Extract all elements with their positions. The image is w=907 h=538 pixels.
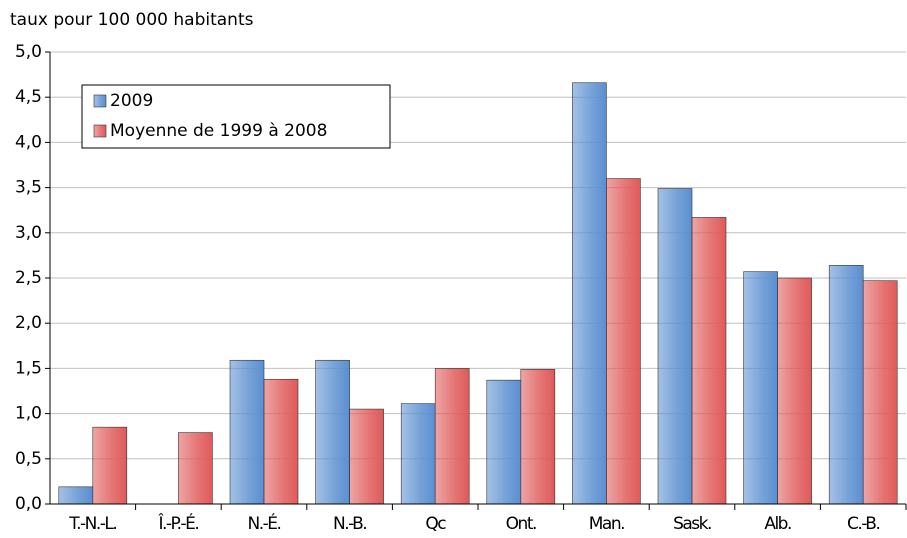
bar bbox=[178, 432, 213, 505]
legend-box bbox=[81, 84, 391, 149]
legend-label: Moyenne de 1999 à 2008 bbox=[110, 121, 327, 141]
legend-label: 2009 bbox=[110, 91, 153, 111]
legend-swatch bbox=[93, 124, 107, 138]
y-tick-label: 3,0 bbox=[15, 223, 42, 243]
bar bbox=[263, 378, 299, 505]
bar bbox=[862, 280, 898, 505]
bar bbox=[777, 277, 812, 505]
y-tick-label: 0,0 bbox=[15, 494, 42, 514]
bar bbox=[349, 408, 384, 505]
y-tick-label: 3,5 bbox=[15, 178, 42, 198]
legend-swatch bbox=[93, 94, 107, 108]
x-tick-label: Sask. bbox=[673, 514, 711, 534]
bar bbox=[229, 359, 265, 505]
bar bbox=[486, 379, 522, 505]
bar bbox=[743, 271, 778, 505]
y-tick-label: 5,0 bbox=[15, 42, 42, 62]
x-tick-label: Man. bbox=[589, 514, 624, 534]
x-tick-label: Qc bbox=[425, 514, 446, 534]
bar bbox=[400, 403, 436, 505]
bar bbox=[606, 178, 641, 505]
x-tick-label: N.-É. bbox=[248, 512, 281, 534]
bar bbox=[828, 265, 864, 505]
x-tick-label: Î.-P.-É. bbox=[157, 512, 198, 534]
bar bbox=[315, 359, 350, 505]
x-tick-label: T.-N.-L. bbox=[68, 514, 116, 534]
y-tick-label: 2,5 bbox=[15, 268, 42, 288]
bar bbox=[691, 217, 727, 505]
y-tick-label: 1,0 bbox=[15, 404, 42, 424]
bar bbox=[92, 426, 128, 505]
bar bbox=[520, 369, 556, 505]
y-tick-label: 4,0 bbox=[15, 132, 42, 152]
y-tick-label: 1,5 bbox=[15, 358, 42, 378]
y-axis-label: taux pour 100 000 habitants bbox=[10, 10, 254, 30]
y-tick-label: 0,5 bbox=[15, 449, 42, 469]
bar bbox=[434, 368, 470, 505]
y-tick-label: 4,5 bbox=[15, 87, 42, 107]
x-tick-label: Ont. bbox=[506, 514, 536, 534]
bar bbox=[657, 188, 693, 505]
x-tick-label: C.-B. bbox=[847, 514, 879, 534]
bar bbox=[58, 486, 94, 505]
x-tick-label: N.-B. bbox=[333, 514, 366, 534]
y-tick-label: 2,0 bbox=[15, 313, 42, 333]
x-tick-label: Alb. bbox=[764, 514, 791, 534]
bar bbox=[572, 82, 607, 505]
